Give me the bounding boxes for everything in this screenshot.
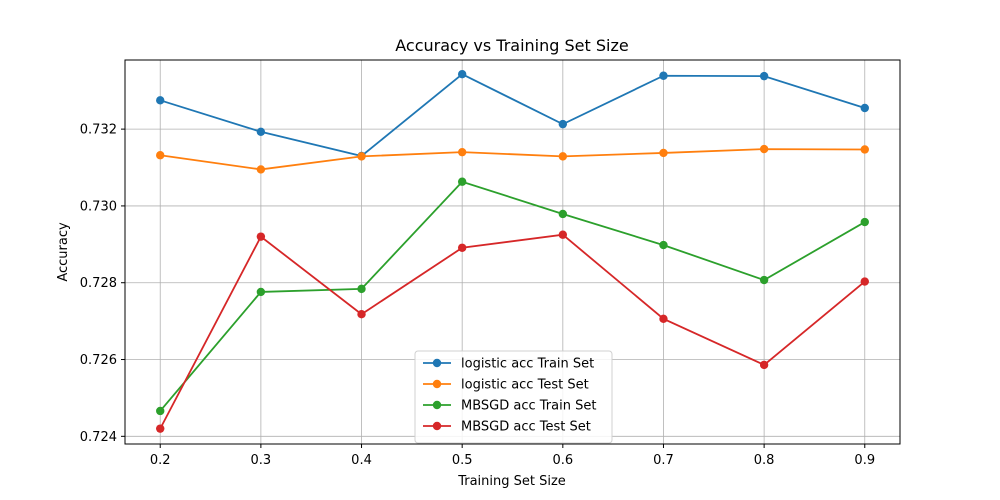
legend: logistic acc Train Set logistic acc Test … <box>414 350 613 444</box>
data-point <box>256 287 266 297</box>
y-axis-title: Accuracy <box>56 222 71 282</box>
x-tick-label: 0.5 <box>452 453 473 468</box>
series-line <box>159 233 866 430</box>
data-point <box>357 152 366 161</box>
data-point <box>156 406 165 416</box>
data-point <box>860 103 869 113</box>
data-point <box>759 71 769 81</box>
data-point <box>759 275 769 285</box>
series-2 <box>156 144 869 174</box>
series-line <box>160 148 865 171</box>
data-point <box>256 165 266 174</box>
x-axis-ticks: 0.2 0.3 0.4 0.5 0.6 0.7 0.8 0.9 <box>150 444 875 468</box>
data-point <box>457 243 467 252</box>
x-tick-label: 0.3 <box>251 453 272 468</box>
legend-swatch-marker <box>432 379 442 389</box>
legend-box <box>414 350 613 444</box>
data-point <box>558 230 568 239</box>
y-axis-ticks: 0.724 0.726 0.728 0.730 0.732 <box>80 123 125 445</box>
data-point <box>558 119 568 129</box>
data-point <box>860 145 869 154</box>
series-4 <box>156 230 869 433</box>
legend-item: MBSGD acc Test Set <box>423 420 591 435</box>
series-layer <box>156 70 869 433</box>
legend-label: MBSGD acc Test Set <box>461 420 591 435</box>
y-tick-label: 0.728 <box>80 276 117 291</box>
legend-swatch-marker <box>432 421 442 431</box>
data-point <box>457 177 467 186</box>
data-point <box>357 310 366 319</box>
legend-item: logistic acc Test Set <box>423 378 589 393</box>
x-tick-label: 0.2 <box>150 453 171 468</box>
y-tick-label: 0.730 <box>80 199 117 214</box>
data-point <box>659 240 668 250</box>
x-tick-label: 0.8 <box>754 453 775 468</box>
data-point <box>659 148 668 158</box>
data-point <box>457 147 467 157</box>
data-point <box>558 209 568 219</box>
legend-swatch-marker <box>432 400 442 410</box>
series-3 <box>156 177 869 416</box>
series-line <box>159 180 866 412</box>
data-point <box>558 152 568 161</box>
data-point <box>156 151 165 160</box>
data-point <box>256 127 266 137</box>
x-tick-label: 0.6 <box>552 453 573 468</box>
plot-frame <box>124 59 901 445</box>
data-point <box>256 232 266 241</box>
data-point <box>156 424 165 433</box>
y-tick-label: 0.724 <box>80 430 117 445</box>
series-line <box>159 73 866 157</box>
legend-label: logistic acc Test Set <box>461 378 589 393</box>
x-tick-label: 0.9 <box>854 453 875 468</box>
y-tick-label: 0.732 <box>80 123 117 138</box>
chart-title: Accuracy vs Training Set Size <box>395 36 628 55</box>
data-point <box>457 70 467 79</box>
legend-label: logistic acc Train Set <box>461 357 594 372</box>
data-point <box>659 314 668 324</box>
legend-item: logistic acc Train Set <box>423 357 594 372</box>
data-point <box>659 71 668 80</box>
x-axis-title: Training Set Size <box>457 474 566 489</box>
data-point <box>759 360 769 370</box>
legend-swatch-marker <box>432 358 442 368</box>
x-tick-label: 0.4 <box>351 453 372 468</box>
data-point <box>759 144 769 154</box>
y-tick-label: 0.726 <box>80 353 117 368</box>
legend-item: MBSGD acc Train Set <box>423 399 596 414</box>
data-point <box>357 284 366 294</box>
data-point <box>156 96 165 105</box>
legend-label: MBSGD acc Train Set <box>461 399 596 414</box>
data-point <box>860 277 869 286</box>
x-tick-label: 0.7 <box>653 453 674 468</box>
data-point <box>860 217 869 227</box>
